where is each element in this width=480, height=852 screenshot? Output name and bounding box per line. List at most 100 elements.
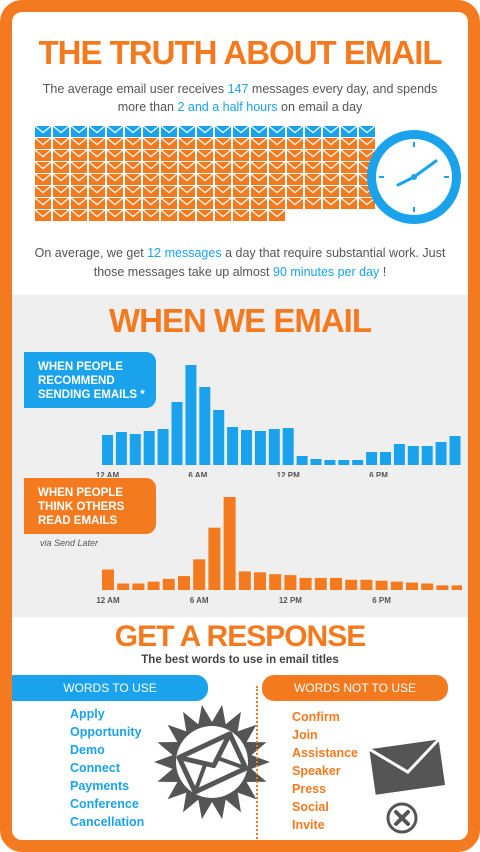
chart-bar bbox=[268, 429, 280, 465]
envelope-icon bbox=[70, 126, 88, 137]
envelope-icon bbox=[268, 137, 286, 149]
word-item: Confirm bbox=[292, 710, 340, 724]
envelope-icon bbox=[124, 197, 142, 209]
envelope-icon bbox=[160, 126, 178, 137]
envelope-icon bbox=[160, 185, 178, 197]
envelope-icon bbox=[250, 161, 268, 173]
envelope-icon bbox=[106, 137, 124, 149]
envelope-icon bbox=[142, 173, 160, 185]
envelope-icon bbox=[268, 197, 286, 209]
chart-bar bbox=[143, 431, 155, 465]
envelope-icon bbox=[268, 173, 286, 185]
envelope-icon bbox=[196, 173, 214, 185]
when-section-background bbox=[12, 295, 468, 617]
chart-bar bbox=[449, 436, 461, 465]
chart-bar bbox=[254, 431, 266, 465]
envelope-icon bbox=[88, 185, 106, 197]
envelope-icon bbox=[124, 137, 142, 149]
chart-bar bbox=[193, 559, 206, 590]
envelope-icon bbox=[214, 137, 232, 149]
envelope-icon bbox=[52, 161, 70, 173]
envelope-icon bbox=[35, 173, 52, 185]
chart-bar bbox=[227, 427, 239, 465]
envelope-icon bbox=[250, 149, 268, 161]
envelope-icon bbox=[304, 149, 322, 161]
envelope-icon bbox=[88, 209, 106, 221]
envelope-icon bbox=[322, 126, 340, 137]
chart-bar bbox=[299, 577, 312, 590]
envelope-icon bbox=[178, 137, 196, 149]
envelope-icon bbox=[52, 185, 70, 197]
intro-messages-highlight: 147 bbox=[227, 82, 249, 96]
envelope-icon bbox=[214, 149, 232, 161]
main-title: THE TRUTH ABOUT EMAIL bbox=[38, 34, 442, 71]
envelope-icon bbox=[196, 209, 214, 221]
chart-bar bbox=[223, 497, 236, 590]
chart-bar bbox=[330, 577, 342, 590]
envelope-icon bbox=[268, 149, 286, 161]
envelope-icon bbox=[70, 185, 88, 197]
envelope-icon bbox=[88, 197, 106, 209]
envelope-icon bbox=[52, 126, 70, 137]
envelope-icon bbox=[286, 137, 304, 149]
envelope-icon bbox=[322, 161, 340, 173]
envelope-icon bbox=[35, 161, 52, 173]
chart-bar bbox=[407, 446, 419, 465]
envelope-icon bbox=[70, 137, 88, 149]
envelope-icon bbox=[106, 209, 124, 221]
chart-bar bbox=[102, 435, 113, 465]
response-subtitle: The best words to use in email titles bbox=[141, 654, 339, 666]
chart-bar bbox=[310, 459, 322, 465]
envelope-icon bbox=[268, 209, 286, 221]
chart-tick-label: 6 PM bbox=[369, 471, 388, 477]
chart-bar bbox=[157, 429, 169, 465]
envelope-icon bbox=[70, 173, 88, 185]
chart-bar bbox=[282, 428, 294, 465]
envelope-icon bbox=[106, 185, 124, 197]
chart-bar bbox=[390, 581, 403, 590]
word-item: Conference bbox=[70, 797, 139, 811]
word-item: Join bbox=[292, 728, 318, 742]
envelope-icon bbox=[124, 209, 142, 221]
envelope-icon bbox=[106, 126, 124, 137]
envelope-icon bbox=[178, 149, 196, 161]
envelope-icon bbox=[322, 149, 340, 161]
envelope-icon bbox=[88, 149, 106, 161]
envelope-grid bbox=[35, 126, 375, 221]
envelope-icon bbox=[304, 173, 322, 185]
envelope-icon bbox=[322, 185, 340, 197]
via-note: via Send Later bbox=[40, 538, 99, 548]
envelope-burst-icon bbox=[154, 704, 270, 820]
envelope-icon bbox=[322, 137, 340, 149]
read-chart-tag: WHEN PEOPLE THINK OTHERS READ EMAILS bbox=[24, 478, 156, 534]
chart-bar bbox=[171, 402, 183, 465]
envelope-icon bbox=[178, 161, 196, 173]
chart-bar bbox=[284, 575, 297, 590]
envelope-icon bbox=[214, 185, 232, 197]
chart-bar bbox=[352, 460, 364, 465]
envelope-icon bbox=[160, 197, 178, 209]
chart-bar bbox=[102, 569, 114, 590]
envelope-icon bbox=[52, 209, 70, 221]
envelope-icon bbox=[35, 209, 52, 221]
envelope-icon bbox=[196, 126, 214, 137]
chart-tick-label: 12 AM bbox=[96, 471, 120, 477]
envelope-icon bbox=[160, 209, 178, 221]
envelope-icon bbox=[178, 197, 196, 209]
envelope-icon bbox=[340, 197, 358, 209]
envelope-icon bbox=[160, 137, 178, 149]
envelope-icon bbox=[214, 173, 232, 185]
envelope-icon bbox=[322, 173, 340, 185]
envelope-icon bbox=[250, 197, 268, 209]
envelope-icon bbox=[35, 137, 52, 149]
words-to-use-header: WORDS TO USE bbox=[12, 675, 208, 701]
envelope-icon bbox=[232, 161, 250, 173]
chart-bar bbox=[366, 452, 378, 465]
chart-bar bbox=[115, 432, 127, 465]
envelope-icon bbox=[286, 126, 304, 137]
word-item: Payments bbox=[70, 779, 130, 793]
envelope-icon bbox=[88, 126, 106, 137]
word-item: Social bbox=[292, 800, 329, 814]
words-not-to-use-list: Confirm Join Assistance Speaker Press Social I… bbox=[292, 708, 358, 834]
envelope-icon bbox=[35, 185, 52, 197]
